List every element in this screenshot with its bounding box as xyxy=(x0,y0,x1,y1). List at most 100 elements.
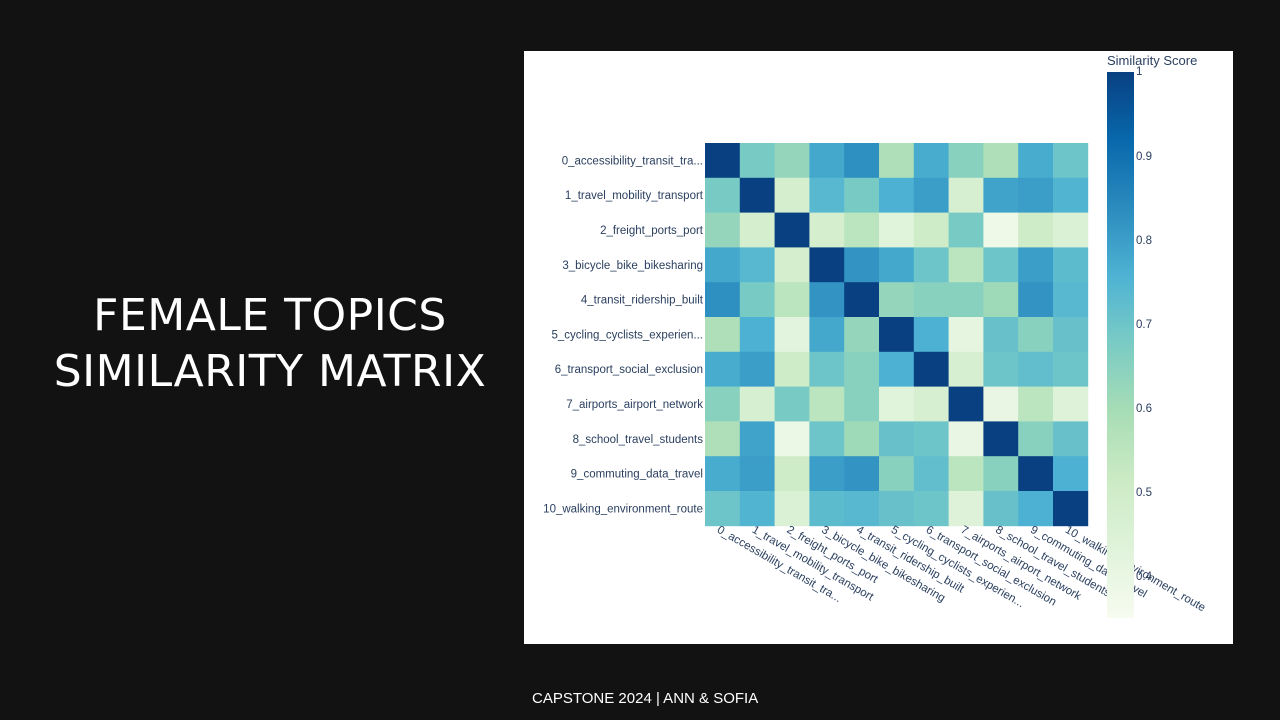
heatmap-cell xyxy=(844,282,880,318)
heatmap-cell xyxy=(809,177,845,213)
heatmap-cell xyxy=(774,491,810,527)
heatmap-cell xyxy=(913,177,949,213)
heatmap-cell xyxy=(705,282,741,318)
heatmap-cell xyxy=(1053,386,1089,422)
heatmap-cell xyxy=(913,212,949,248)
heatmap-cell xyxy=(1053,282,1089,318)
heatmap-cell xyxy=(844,177,880,213)
heatmap-cell xyxy=(948,456,984,492)
heatmap-cell xyxy=(1018,317,1054,353)
heatmap-cell xyxy=(1018,386,1054,422)
heatmap-cell xyxy=(1018,212,1054,248)
heatmap-cell xyxy=(913,386,949,422)
heatmap-cell xyxy=(809,247,845,283)
heatmap-cell xyxy=(948,247,984,283)
heatmap-cell xyxy=(739,247,775,283)
heatmap-cell xyxy=(879,351,915,387)
colorbar-tick-label: 0.9 xyxy=(1136,151,1152,163)
slide-footer: CAPSTONE 2024 | ANN & SOFIA xyxy=(532,690,759,707)
heatmap-cell xyxy=(739,177,775,213)
heatmap-cell xyxy=(879,456,915,492)
heatmap-cell xyxy=(879,317,915,353)
heatmap-cell xyxy=(774,143,810,179)
heatmap-cell xyxy=(983,386,1019,422)
heatmap-cell xyxy=(983,491,1019,527)
heatmap-cell xyxy=(879,143,915,179)
heatmap-cell xyxy=(705,177,741,213)
heatmap-cell xyxy=(844,247,880,283)
heatmap-cell xyxy=(844,491,880,527)
heatmap-cell xyxy=(983,421,1019,457)
heatmap-cell xyxy=(774,351,810,387)
heatmap-cell xyxy=(1018,421,1054,457)
heatmap-cell xyxy=(948,143,984,179)
heatmap-cell xyxy=(1053,491,1089,527)
heatmap-cell xyxy=(983,143,1019,179)
slide-title: FEMALE TOPICS SIMILARITY MATRIX xyxy=(20,288,520,400)
heatmap-cell xyxy=(809,456,845,492)
heatmap-cell xyxy=(1053,177,1089,213)
y-axis-labels: 0_accessibility_transit_tra... 1_travel_m… xyxy=(543,155,704,515)
heatmap-cell xyxy=(705,143,741,179)
heatmap-cell xyxy=(1053,212,1089,248)
heatmap-cell xyxy=(913,282,949,318)
heatmap-cell xyxy=(844,317,880,353)
heatmap-cell xyxy=(809,421,845,457)
heatmap-cell xyxy=(913,247,949,283)
slide-title-line-1: FEMALE TOPICS xyxy=(93,290,447,341)
y-tick-label: 10_walking_environment_route xyxy=(543,503,703,515)
heatmap-cell xyxy=(913,351,949,387)
heatmap-cell xyxy=(879,212,915,248)
heatmap-cell xyxy=(844,143,880,179)
heatmap-cell xyxy=(1053,456,1089,492)
y-tick-label: 8_school_travel_students xyxy=(573,434,704,446)
colorbar: Similarity Score 1 0.9 0.8 0.7 0.6 0.5 0.4 xyxy=(1107,53,1197,618)
y-tick-label: 4_transit_ridership_built xyxy=(581,295,704,307)
y-tick-label: 6_transport_social_exclusion xyxy=(555,364,703,376)
colorbar-tick-label: 0.8 xyxy=(1136,235,1152,247)
heatmap-cell xyxy=(1018,351,1054,387)
heatmap-cell xyxy=(739,491,775,527)
heatmap-cell xyxy=(948,491,984,527)
heatmap-cell xyxy=(809,491,845,527)
heatmap-cell xyxy=(1018,247,1054,283)
colorbar-tick-label: 0.5 xyxy=(1136,487,1152,499)
heatmap-cell xyxy=(844,386,880,422)
heatmap-cell xyxy=(983,177,1019,213)
heatmap-cells xyxy=(705,143,1089,527)
similarity-heatmap: 0_accessibility_transit_tra... 1_travel_m… xyxy=(543,53,1207,618)
colorbar-gradient xyxy=(1107,72,1134,618)
heatmap-cell xyxy=(913,143,949,179)
heatmap-cell xyxy=(879,491,915,527)
y-tick-label: 7_airports_airport_network xyxy=(566,399,703,411)
heatmap-cell xyxy=(913,317,949,353)
heatmap-cell xyxy=(948,177,984,213)
heatmap-cell xyxy=(879,282,915,318)
heatmap-cell xyxy=(1053,247,1089,283)
colorbar-tick-label: 0.7 xyxy=(1136,319,1152,331)
heatmap-cell xyxy=(705,386,741,422)
heatmap-cell xyxy=(1053,317,1089,353)
heatmap-cell xyxy=(983,317,1019,353)
heatmap-cell xyxy=(844,212,880,248)
heatmap-cell xyxy=(948,351,984,387)
heatmap-cell xyxy=(705,317,741,353)
heatmap-cell xyxy=(739,421,775,457)
heatmap-cell xyxy=(983,351,1019,387)
heatmap-cell xyxy=(879,421,915,457)
heatmap-cell xyxy=(705,212,741,248)
heatmap-cell xyxy=(739,386,775,422)
heatmap-cell xyxy=(1018,143,1054,179)
heatmap-cell xyxy=(774,282,810,318)
heatmap-cell xyxy=(774,177,810,213)
heatmap-cell xyxy=(948,317,984,353)
heatmap-cell xyxy=(809,212,845,248)
heatmap-cell xyxy=(705,351,741,387)
y-tick-label: 3_bicycle_bike_bikesharing xyxy=(562,260,703,272)
heatmap-cell xyxy=(809,317,845,353)
heatmap-cell xyxy=(913,421,949,457)
heatmap-cell xyxy=(739,282,775,318)
heatmap-cell xyxy=(844,421,880,457)
heatmap-cell xyxy=(739,143,775,179)
heatmap-cell xyxy=(774,317,810,353)
